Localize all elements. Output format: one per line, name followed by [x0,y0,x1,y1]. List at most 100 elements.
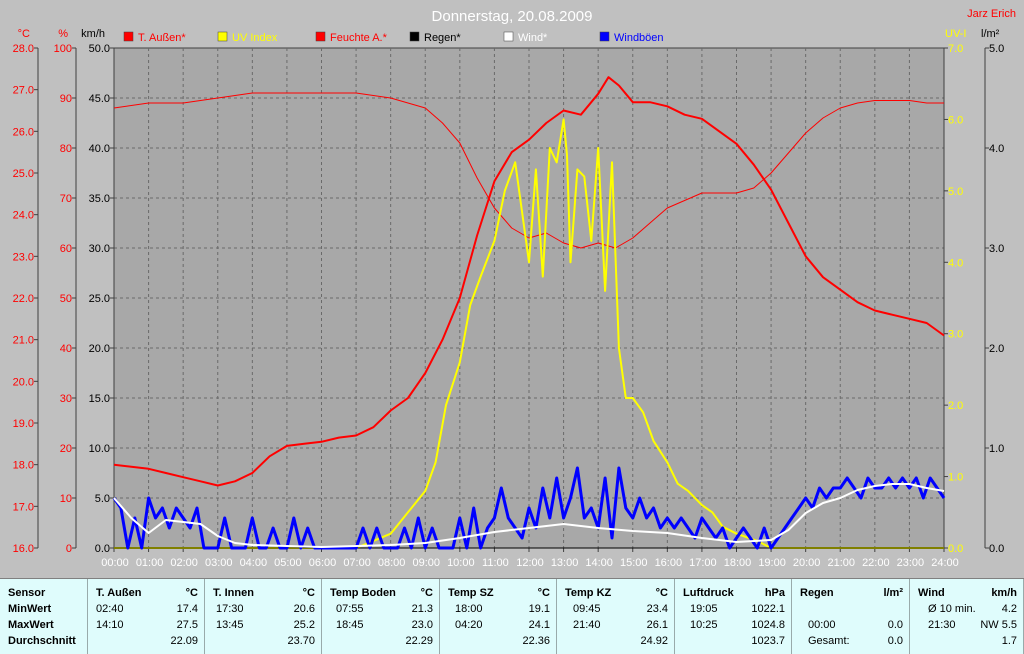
x-tick-label: 13:00 [551,557,579,569]
axis-unit-humidity: % [58,28,68,40]
axis-tick-label-uv: 0.0 [948,543,963,555]
stats-column: Temp SZ °C 18:00 19.1 04:20 24.1 22.36 [440,579,557,654]
axis-tick-label-rain: 4.0 [989,143,1004,155]
legend-label: T. Außen* [138,32,186,44]
axis-tick-label-rain: 3.0 [989,243,1004,255]
legend-swatch [503,31,514,42]
axis-tick-label-wind: 30.0 [89,243,110,255]
stats-header: Temp Boden °C [322,585,439,601]
axis-tick-label-humidity: 80 [60,143,72,155]
legend-label: Wind* [518,32,548,44]
stats-cell: 13:45 25.2 [205,617,321,633]
stats-cell-time: 02:40 [96,603,124,615]
stats-cell-time: 21:40 [573,619,601,631]
stats-cell-value: 25.2 [293,619,315,631]
stats-header: Luftdruck hPa [675,585,791,601]
stats-cell-value: 23.4 [646,603,668,615]
stats-cell-time: Gesamt: [808,635,850,647]
stats-cell: 09:45 23.4 [557,601,674,617]
axis-tick-label-uv: 7.0 [948,43,963,55]
stats-cell-value: 24.92 [640,635,668,647]
stats-header-unit: °C [420,587,433,599]
series-line-0 [113,76,945,487]
x-tick-label: 19:00 [758,557,786,569]
axis-tick-label-wind: 10.0 [89,443,110,455]
stats-header-name: T. Außen [96,587,142,599]
legend-label: Windböen [614,32,664,44]
stats-row-label-text: MaxWert [8,619,54,631]
stats-cell-time: 19:05 [690,603,718,615]
stats-cell-time: 18:45 [336,619,364,631]
stats-header-name: Wind [918,587,945,599]
stats-row-label: MinWert [0,601,87,617]
axis-tick-label-uv: 1.0 [948,472,963,484]
x-tick-label: 23:00 [897,557,925,569]
legend-swatch [217,31,228,42]
stats-column: T. Außen °C 02:40 17.4 14:10 27.5 22.09 [88,579,205,654]
x-tick-label: 09:00 [412,557,440,569]
axes: 16.0 17.0 18.0 19.0 20.0 21.0 22.0 23.0 24.0 25.0… [13,28,1005,569]
x-tick-label: 21:00 [827,557,855,569]
stats-cell: 07:55 21.3 [322,601,439,617]
series-line-2 [113,92,944,249]
axis-tick-label-wind: 15.0 [89,393,110,405]
stats-header-name: Regen [800,587,834,599]
stats-cell-value: 20.6 [293,603,315,615]
stats-cell: 18:00 19.1 [440,601,556,617]
stats-cell-value: 1024.8 [751,619,785,631]
axis-tick-label-uv: 5.0 [948,186,963,198]
legend-swatch [599,31,610,42]
stats-cell-value: 0.0 [887,635,903,647]
legend-label: Feuchte A.* [330,32,388,44]
stats-cell-value: 23.70 [287,635,315,647]
stats-cell-value: 1022.1 [751,603,785,615]
axis-tick-label-uv: 4.0 [948,257,963,269]
stats-column: Regen l/m² 00:00 0.0 Gesamt: 0.0 [792,579,910,654]
series-line-4 [113,483,945,548]
stats-header-unit: °C [185,587,198,599]
axis-tick-label-celsius: 25.0 [13,168,34,180]
stats-column: Temp Boden °C 07:55 21.3 18:45 23.0 22.29 [322,579,440,654]
axis-tick-label-wind: 35.0 [89,193,110,205]
x-tick-label: 01:00 [136,557,164,569]
stats-header-unit: km/h [991,587,1017,599]
stats-header: Temp KZ °C [557,585,674,601]
stats-column: Luftdruck hPa 19:05 1022.1 10:25 1024.8 1023.7 [675,579,792,654]
axis-tick-label-wind: 5.0 [95,493,110,505]
stats-cell-value: 21.3 [411,603,433,615]
axis-tick-label-humidity: 100 [54,43,72,55]
stats-cell: 19:05 1022.1 [675,601,791,617]
statistics-table: Sensor MinWert MaxWert Durchschnitt T. Außen… [0,578,1024,654]
stats-cell-value: 19.1 [528,603,550,615]
stats-header-name: T. Innen [213,587,254,599]
stats-row-label: Durchschnitt [0,633,87,649]
stats-cell: 21:30 NW 5.5 [910,617,1023,633]
stats-cell: 02:40 17.4 [88,601,204,617]
stats-header-name: Luftdruck [683,587,734,599]
stats-cell-time: 18:00 [455,603,483,615]
x-tick-label: 12:00 [516,557,544,569]
series-line-1 [114,118,944,549]
stats-cell-value: 1.7 [1001,635,1017,647]
stats-header-unit: l/m² [883,587,903,599]
stats-cell: Gesamt: 0.0 [792,633,909,649]
stats-row-label: MaxWert [0,617,87,633]
axis-tick-label-humidity: 70 [60,193,72,205]
stats-cell-time: 17:30 [216,603,244,615]
stats-header-unit: °C [537,587,550,599]
axis-tick-label-humidity: 60 [60,243,72,255]
axis-tick-label-humidity: 10 [60,493,72,505]
legend-swatch [123,31,134,42]
stats-cell-time: 21:30 [928,619,956,631]
stats-cell: 1023.7 [675,633,791,649]
stats-column: Sensor MinWert MaxWert Durchschnitt [0,579,88,654]
stats-column: T. Innen °C 17:30 20.6 13:45 25.2 23.70 [205,579,322,654]
stats-cell-value: 24.1 [528,619,550,631]
stats-cell-time: 00:00 [808,619,836,631]
x-tick-label: 24:00 [931,557,959,569]
axis-tick-label-wind: 25.0 [89,293,110,305]
x-tick-label: 02:00 [170,557,198,569]
axis-unit-celsius: °C [18,28,30,40]
axis-unit-rain: l/m² [981,28,1000,40]
axis-tick-label-celsius: 22.0 [13,293,34,305]
